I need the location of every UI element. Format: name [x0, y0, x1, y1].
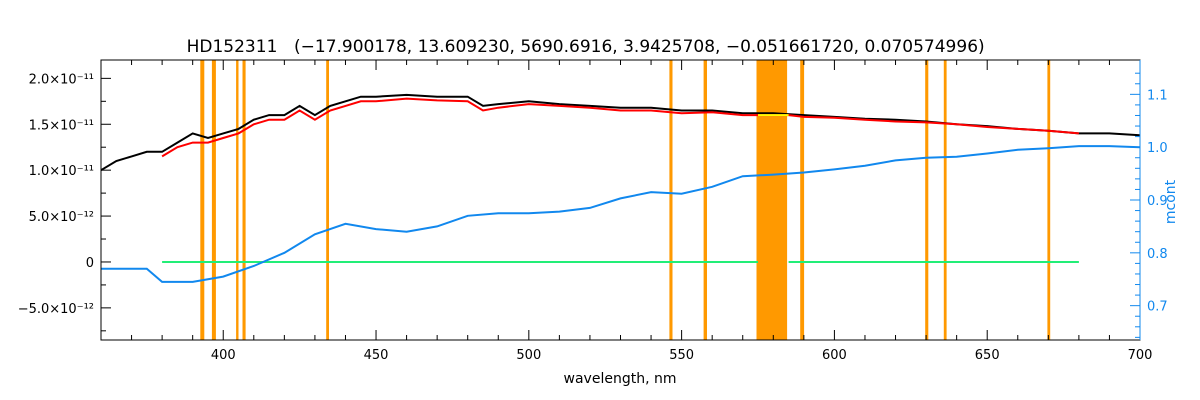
observed-line — [100, 93, 1141, 172]
y-left-tick-label: 5.0×10⁻¹² — [29, 210, 94, 225]
x-tick-label: 550 — [669, 348, 694, 363]
continuum-line — [101, 145, 1141, 283]
y-left-tick-label: 2.0×10⁻¹¹ — [29, 72, 94, 87]
y-right-tick-label: 1.1 — [1147, 88, 1168, 103]
mask-band-12 — [1047, 60, 1051, 340]
mask-bands — [200, 60, 1051, 340]
x-axis: 400 450 500 550 600 650 700 — [100, 60, 1153, 363]
mask-band-10 — [925, 60, 929, 340]
model-line — [161, 97, 1079, 158]
mask-band-7 — [756, 60, 788, 340]
y-left-tick-label: 0 — [86, 256, 94, 271]
mask-band-5 — [669, 60, 673, 340]
mask-band-0 — [200, 60, 205, 340]
chart-subtitle: (−17.900178, 13.609230, 5690.6916, 3.942… — [294, 37, 985, 57]
y-left-tick-label: 1.5×10⁻¹¹ — [29, 118, 94, 133]
x-tick-label: 600 — [822, 348, 847, 363]
mask-band-6 — [703, 60, 707, 340]
y-right-tick-label: 0.8 — [1147, 247, 1168, 262]
mask-band-4 — [326, 60, 329, 340]
x-axis-label: wavelength, nm — [564, 371, 677, 387]
continuum-curve — [101, 145, 1141, 283]
y-left-tick-label: −5.0×10⁻¹² — [18, 302, 94, 317]
x-tick-label: 500 — [516, 348, 541, 363]
x-tick-label: 450 — [364, 348, 389, 363]
y-axis-right-label: mcont — [1163, 179, 1179, 224]
observed-spectrum — [100, 93, 1141, 172]
mask-band-3 — [242, 60, 246, 340]
mask-band-9 — [802, 60, 805, 340]
y-left-tick-label: 1.0×10⁻¹¹ — [29, 164, 94, 179]
x-tick-label: 650 — [975, 348, 1000, 363]
y-axis-right: 0.7 0.8 0.9 1.0 1.1 — [1130, 60, 1168, 340]
mask-band-8 — [800, 60, 803, 340]
model-spectrum — [161, 97, 1079, 158]
plot-frame — [100, 59, 1141, 341]
y-axis-left: −5.0×10⁻¹² 0 5.0×10⁻¹² 1.0×10⁻¹¹ 1.5×10⁻¹¹ 2.… — [18, 72, 111, 332]
mask-band-2 — [236, 60, 239, 340]
x-tick-label: 400 — [211, 348, 236, 363]
y-right-tick-label: 0.9 — [1147, 194, 1168, 209]
x-tick-label: 700 — [1128, 348, 1153, 363]
mask-band-1 — [211, 60, 216, 340]
y-right-tick-label: 1.0 — [1147, 141, 1168, 156]
chart-title: HD152311 — [187, 37, 278, 57]
y-right-tick-label: 0.7 — [1147, 300, 1168, 315]
mask-band-11 — [943, 60, 947, 340]
